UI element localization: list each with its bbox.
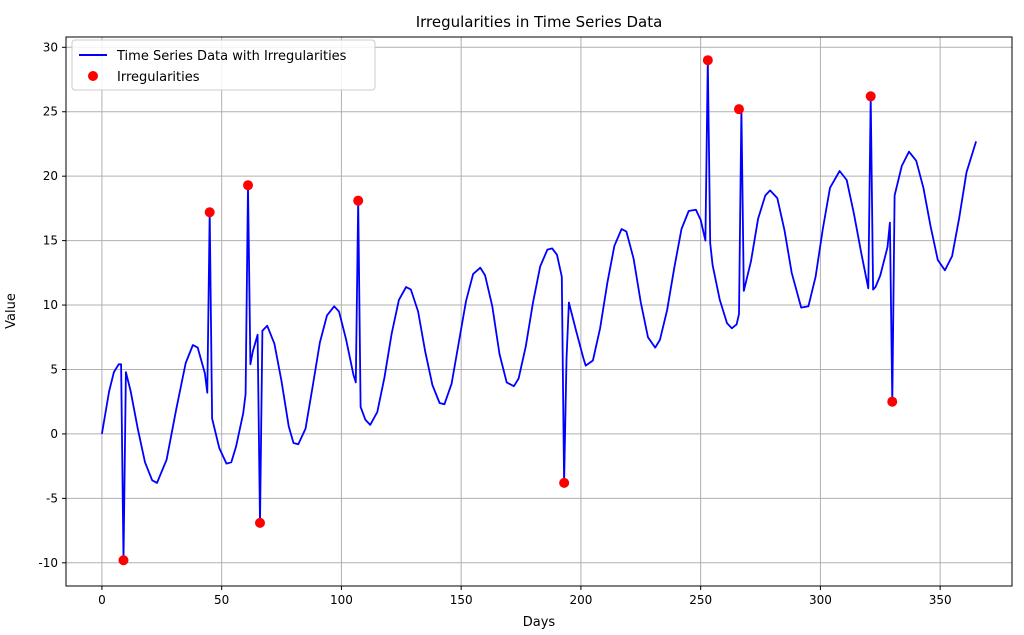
y-ticks: -10 -5 0 5 10 15 20 25 30 [38, 40, 66, 570]
irregularity-point [243, 180, 254, 191]
y-tick-label: 30 [43, 40, 58, 54]
irregularity-point [865, 91, 876, 102]
series-layer [101, 55, 977, 566]
legend-label-series: Time Series Data with Irregularities [116, 49, 347, 64]
x-tick-label: 100 [330, 593, 353, 607]
x-tick-label: 50 [214, 593, 229, 607]
series-line [101, 59, 977, 562]
plot-frame [65, 36, 1013, 587]
y-tick-label: 20 [43, 169, 58, 183]
y-axis-label: Value [4, 293, 19, 329]
legend-box [71, 39, 376, 91]
y-tick-label: -10 [38, 556, 58, 570]
irregularity-point [353, 195, 364, 206]
legend-label-irregularities: Irregularities [117, 70, 200, 85]
x-tick-label: 250 [689, 593, 712, 607]
y-tick-label: 10 [43, 298, 58, 312]
grid-layer [66, 37, 1012, 586]
x-tick-label: 0 [98, 593, 106, 607]
x-axis-label: Days [523, 615, 556, 630]
legend-marker-swatch [88, 71, 98, 81]
chart-title: Irregularities in Time Series Data [416, 13, 663, 31]
x-tick-label: 300 [809, 593, 832, 607]
legend: Time Series Data with Irregularities Irr… [71, 39, 376, 91]
x-tick-label: 150 [450, 593, 473, 607]
y-tick-label: 5 [50, 362, 58, 376]
y-tick-label: 25 [43, 105, 58, 119]
y-tick-label: 0 [50, 427, 58, 441]
irregularity-point [702, 55, 713, 66]
x-ticks: 0 50 100 150 200 250 300 350 [98, 586, 952, 607]
irregularity-point [887, 396, 898, 407]
y-tick-label: -5 [46, 491, 58, 505]
y-tick-label: 15 [43, 234, 58, 248]
irregularity-point [118, 555, 129, 566]
irregularity-point [559, 477, 570, 488]
irregularity-point [204, 207, 215, 218]
x-tick-label: 350 [929, 593, 952, 607]
irregularity-point [733, 104, 744, 115]
x-tick-label: 200 [569, 593, 592, 607]
irregularity-point [254, 517, 265, 528]
